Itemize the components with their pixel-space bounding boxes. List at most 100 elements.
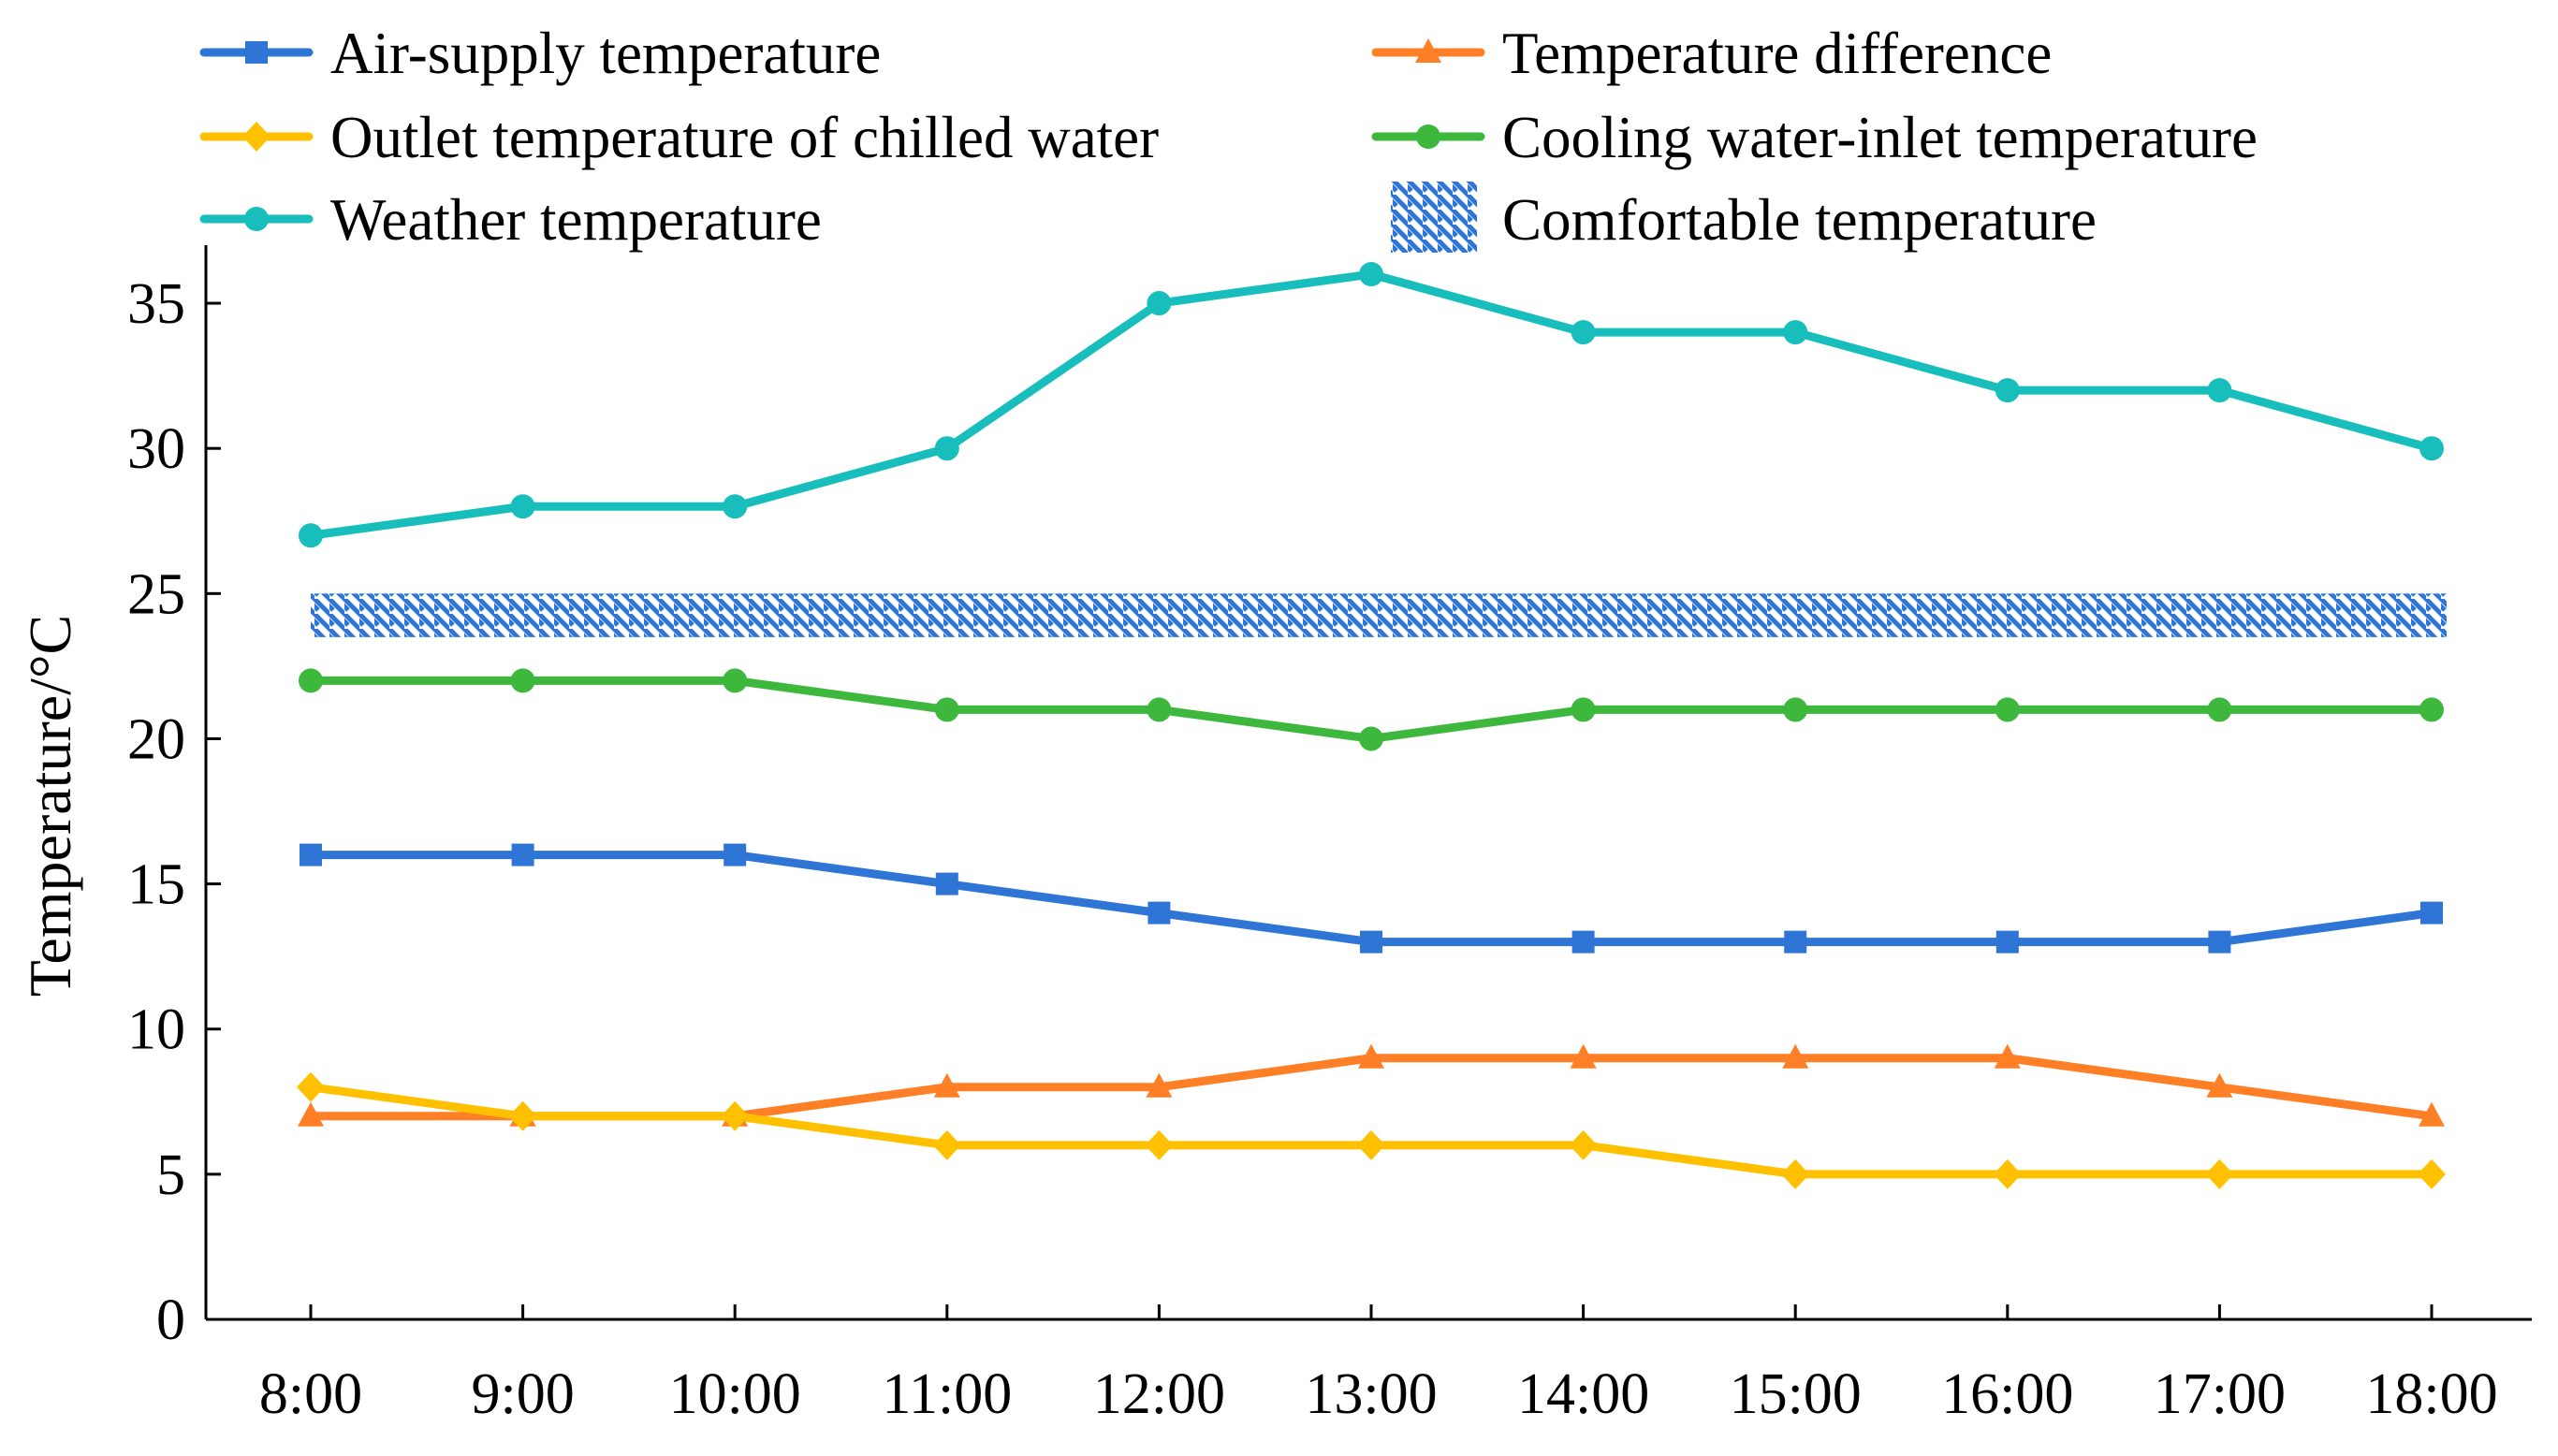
- data-point: [1995, 697, 2020, 722]
- legend-entry-4: Weather temperature: [199, 187, 822, 253]
- x-tick-label: 14:00: [1517, 1362, 1649, 1426]
- legend-entry-1: Temperature difference: [1371, 21, 2052, 86]
- legend-entry-3: Cooling water-inlet temperature: [1371, 105, 2258, 170]
- data-point: [2206, 1072, 2233, 1098]
- data-point: [508, 1100, 537, 1131]
- legend-entry-0: Air-supply temperature: [199, 21, 881, 86]
- data-point: [2419, 697, 2444, 722]
- data-point: [1569, 1129, 1598, 1160]
- x-tick-label: 9:00: [471, 1362, 574, 1426]
- data-point: [2420, 901, 2443, 925]
- x-tick-label: 17:00: [2154, 1362, 2286, 1426]
- series-3: [299, 668, 2444, 751]
- data-point: [1147, 697, 1172, 722]
- comfort-temperature-band: [311, 593, 2447, 637]
- data-point: [934, 436, 959, 461]
- legend-swatch-marker: [245, 41, 268, 64]
- series-line-4: [306, 269, 2436, 540]
- data-point: [1147, 291, 1172, 316]
- y-axis-label: Temperature/°C: [17, 615, 83, 997]
- y-tick-label: 35: [127, 272, 185, 336]
- y-tick-label: 15: [127, 853, 185, 917]
- legend-entry-2: Outlet temperature of chilled water: [199, 105, 1159, 170]
- x-tick-label: 11:00: [882, 1362, 1012, 1426]
- y-tick-label: 30: [127, 417, 185, 481]
- axes: 0 5 10 15 20 25 30 35 8:00 9:00 10:00 11:00 12:00 13:…: [127, 245, 2532, 1426]
- x-tick-label: 18:00: [2365, 1362, 2497, 1426]
- data-point: [1995, 930, 2019, 954]
- data-point: [2205, 1158, 2234, 1189]
- legend-label: Weather temperature: [330, 187, 822, 253]
- data-point: [1993, 1158, 2022, 1189]
- data-point: [298, 1101, 324, 1127]
- data-point: [1571, 930, 1595, 954]
- series-2: [297, 1071, 2446, 1189]
- y-tick-label: 25: [127, 562, 185, 626]
- data-point: [2419, 1101, 2445, 1127]
- y-tick-label: 0: [156, 1289, 185, 1352]
- data-point: [299, 668, 323, 693]
- data-point: [1781, 1158, 1810, 1189]
- data-point: [1571, 697, 1596, 722]
- data-point: [1147, 901, 1171, 925]
- data-point: [1359, 262, 1383, 287]
- legend-swatch-marker: [1415, 38, 1441, 63]
- legend-label: Comfortable temperature: [1502, 187, 2097, 253]
- data-point: [1571, 320, 1596, 345]
- data-point: [1570, 1043, 1597, 1069]
- data-point: [724, 843, 747, 866]
- series-0: [300, 843, 2443, 954]
- data-point: [1995, 378, 2020, 403]
- series-4: [299, 262, 2444, 548]
- plot-area: 0 5 10 15 20 25 30 35 8:00 9:00 10:00 11:00 12:00 13:…: [127, 245, 2532, 1426]
- legend-label: Cooling water-inlet temperature: [1502, 105, 2258, 170]
- y-tick-label: 10: [127, 998, 185, 1062]
- data-point: [1360, 930, 1382, 954]
- legend-label: Outlet temperature of chilled water: [330, 105, 1159, 170]
- data-point: [1357, 1129, 1385, 1160]
- legend-swatch-marker: [244, 207, 269, 231]
- y-tick-label: 5: [156, 1143, 185, 1207]
- data-point: [1994, 1043, 2021, 1069]
- data-point: [297, 1071, 325, 1102]
- x-tick-label: 12:00: [1093, 1362, 1225, 1426]
- legend-swatch-marker: [242, 122, 270, 152]
- data-point: [2419, 436, 2444, 461]
- data-point: [1359, 726, 1383, 751]
- data-point: [2208, 930, 2231, 954]
- data-point: [1358, 1043, 1384, 1069]
- data-point: [2418, 1158, 2446, 1189]
- data-point: [721, 1100, 750, 1131]
- data-point: [934, 697, 959, 722]
- data-point: [932, 1129, 961, 1160]
- data-point: [723, 494, 748, 519]
- comfort-band-layer: [311, 593, 2447, 637]
- legend-label: Air-supply temperature: [330, 21, 881, 86]
- data-point: [723, 668, 748, 693]
- data-point: [2207, 697, 2232, 722]
- data-point: [1783, 320, 1808, 345]
- x-tick-label: 16:00: [1941, 1362, 2073, 1426]
- legend-swatch-marker: [1416, 124, 1440, 149]
- data-point: [510, 494, 535, 519]
- legend-label: Temperature difference: [1502, 21, 2052, 86]
- x-tick-label: 10:00: [669, 1362, 801, 1426]
- legend-entry-band: Comfortable temperature: [1391, 182, 2097, 253]
- data-point: [2207, 378, 2232, 403]
- data-point: [1145, 1129, 1174, 1160]
- data-point: [933, 1072, 960, 1098]
- data-point: [300, 843, 322, 866]
- data-point: [1146, 1072, 1173, 1098]
- data-point: [299, 523, 323, 548]
- data-point: [510, 668, 535, 693]
- x-tick-label: 13:00: [1305, 1362, 1437, 1426]
- series-layer: [297, 262, 2446, 1189]
- legend-swatch-hatch: [1391, 182, 1477, 253]
- data-point: [1784, 930, 1807, 954]
- data-point: [1783, 697, 1808, 722]
- data-point: [511, 843, 534, 866]
- data-point: [1782, 1043, 1809, 1069]
- legend: Air-supply temperature Temperature differ…: [199, 21, 2258, 253]
- data-point: [935, 872, 958, 895]
